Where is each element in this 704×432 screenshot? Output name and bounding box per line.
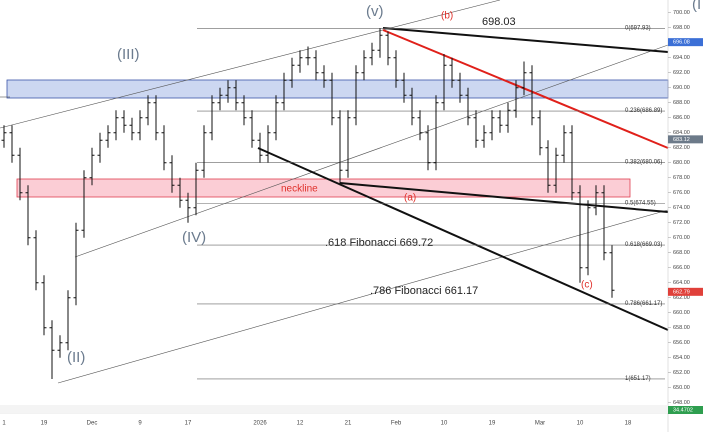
x-tick-label: 1 xyxy=(2,421,6,427)
wave-label: (III) xyxy=(117,46,140,63)
annotation: 698.03 xyxy=(482,16,516,28)
indicator-tag xyxy=(668,406,703,414)
price-tag-label: 662.79 xyxy=(673,289,690,295)
trendline xyxy=(382,27,669,53)
y-tick-label: 672.00 xyxy=(673,220,690,226)
price-tag-label: 696.08 xyxy=(673,40,690,46)
price-tag xyxy=(668,287,703,296)
y-tick-label: 652.00 xyxy=(673,370,690,376)
y-tick-label: 650.00 xyxy=(673,385,690,391)
y-tick-label: 686.00 xyxy=(673,115,690,121)
y-tick-label: 656.00 xyxy=(673,340,690,346)
y-tick-label: 676.00 xyxy=(673,190,690,196)
y-tick-label: 698.00 xyxy=(673,25,690,31)
y-tick-label: 660.00 xyxy=(673,310,690,316)
y-tick-label: 688.00 xyxy=(673,100,690,106)
x-tick-label: 12 xyxy=(297,421,304,427)
wave-label: (b) xyxy=(441,11,453,22)
y-tick-label: 678.00 xyxy=(673,175,690,181)
x-tick-label: 9 xyxy=(138,421,142,427)
fib-label: 0.618(669.03) xyxy=(625,242,662,248)
annotation: .618 Fibonacci 669.72 xyxy=(325,237,433,249)
y-tick-label: 680.00 xyxy=(673,160,690,166)
y-tick-label: 658.00 xyxy=(673,325,690,331)
trendline-red xyxy=(382,29,669,149)
trendline xyxy=(257,147,669,331)
y-tick-label: 662.00 xyxy=(673,295,690,301)
price-tag xyxy=(668,135,703,144)
x-tick-label: 10 xyxy=(441,421,448,427)
fib-label: 1(651.17) xyxy=(625,376,651,382)
channel-upper xyxy=(0,0,501,129)
x-tick-label: 10 xyxy=(577,421,584,427)
wave-label: (II) xyxy=(67,349,85,366)
neckline-label: neckline xyxy=(281,184,318,195)
y-tick-label: 664.00 xyxy=(673,280,690,286)
y-tick-label: 666.00 xyxy=(673,265,690,271)
fib-label: 0(697.93) xyxy=(625,25,651,31)
channel-lower xyxy=(57,209,669,384)
fib-label: 0.786(661.17) xyxy=(625,301,662,307)
indicator-panel xyxy=(0,405,668,413)
y-tick-label: 694.00 xyxy=(673,55,690,61)
price-tag-label: 683.12 xyxy=(673,137,690,143)
y-tick-label: 654.00 xyxy=(673,355,690,361)
y-tick-label: 684.00 xyxy=(673,130,690,136)
trendline xyxy=(339,182,669,213)
resistance-zone xyxy=(6,79,669,99)
neckline-zone xyxy=(16,178,631,198)
annotation: .786 Fibonacci 661.17 xyxy=(370,285,478,297)
y-tick-label: 700.00 xyxy=(673,10,690,16)
fib-label: 0.5(674.55) xyxy=(625,201,656,207)
x-tick-label: 19 xyxy=(489,421,496,427)
y-tick-label: 692.00 xyxy=(673,70,690,76)
x-tick-label: 19 xyxy=(41,421,48,427)
wave-label: (v) xyxy=(366,3,384,20)
y-tick-label: 682.00 xyxy=(673,145,690,151)
x-tick-label: Dec xyxy=(87,421,98,427)
price-tag xyxy=(668,38,703,47)
x-tick-label: 21 xyxy=(345,421,352,427)
plot-layer xyxy=(0,0,669,384)
wave-label: (IV) xyxy=(182,229,206,246)
x-tick-label: Mar xyxy=(535,421,545,427)
channel-mid xyxy=(74,44,669,258)
fib-label: 0.236(686.89) xyxy=(625,108,662,114)
y-tick-label: 670.00 xyxy=(673,235,690,241)
x-tick-label: 18 xyxy=(625,421,632,427)
y-tick-label: 668.00 xyxy=(673,250,690,256)
y-tick-label: 648.00 xyxy=(673,400,690,406)
wave-label: (c) xyxy=(581,280,593,291)
x-tick-label: 17 xyxy=(185,421,192,427)
wave-label: (I xyxy=(692,0,701,13)
y-tick-label: 674.00 xyxy=(673,205,690,211)
y-tick-label: 690.00 xyxy=(673,85,690,91)
x-tick-label: 2026 xyxy=(253,421,267,427)
x-tick-label: Feb xyxy=(391,421,402,427)
indicator-value: 34.4702 xyxy=(673,407,693,413)
wave-label: (a) xyxy=(404,193,416,204)
fib-label: 0.382(680.06) xyxy=(625,159,662,165)
